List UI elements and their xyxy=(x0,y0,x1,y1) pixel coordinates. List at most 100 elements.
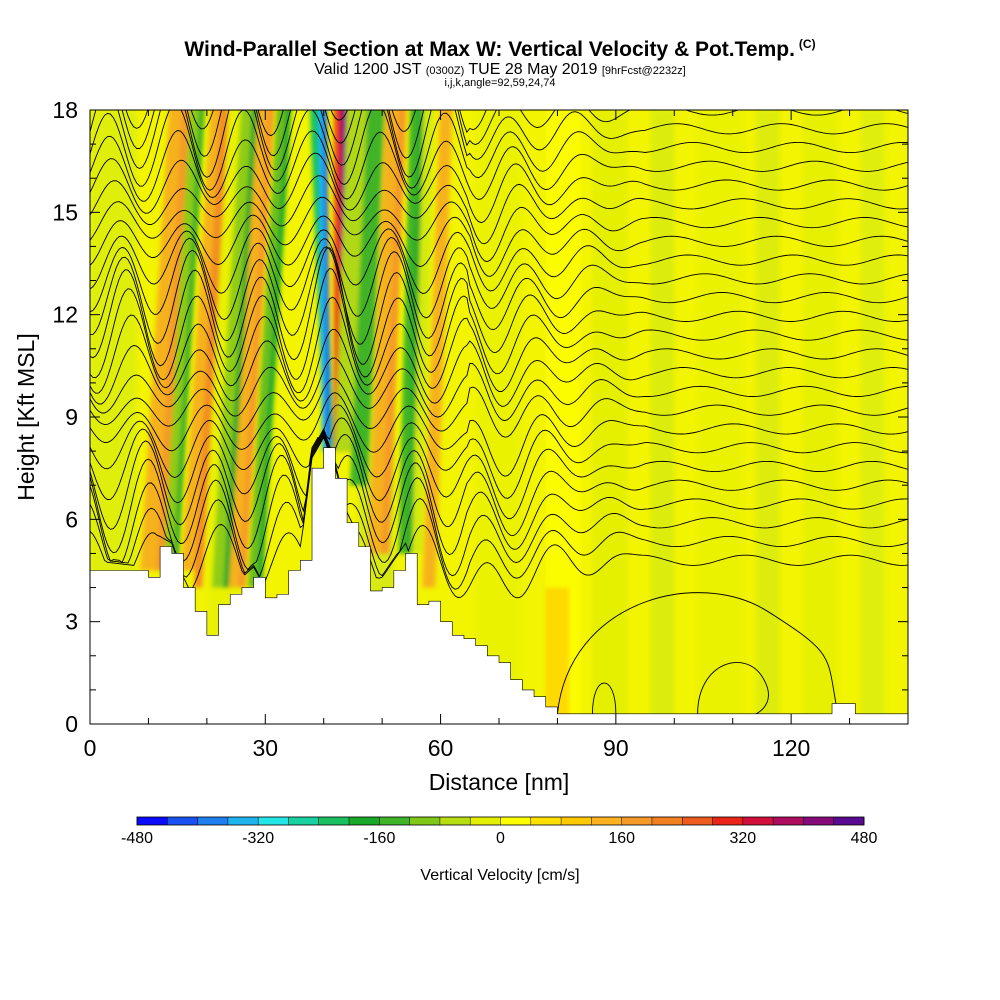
theta-contour-line xyxy=(90,431,908,556)
colorbar-swatch xyxy=(349,817,380,825)
theta-contour-line xyxy=(90,392,908,477)
colorbar-swatch xyxy=(227,817,259,825)
chart-title: Wind-Parallel Section at Max W: Vertical… xyxy=(0,37,1000,62)
theta-contour-line xyxy=(90,328,908,407)
colorbar-swatch xyxy=(379,817,410,825)
valid-prefix: Valid 1200 JST xyxy=(314,61,422,78)
theta-contour-line xyxy=(90,130,908,202)
x-tick-label: 0 xyxy=(84,735,97,761)
velocity-streak xyxy=(172,110,205,571)
chart-indices: i,j,k,angle=92,59,24,74 xyxy=(444,77,556,89)
field-band xyxy=(545,587,570,724)
colorbar-label: Vertical Velocity [cm/s] xyxy=(420,867,579,884)
x-tick-label: 30 xyxy=(252,735,278,761)
colorbar: -480 -320 -160 0 160 320 480 Vertical Velocity … xyxy=(121,816,878,884)
y-tick-label: 3 xyxy=(65,609,78,635)
y-tick-label: 9 xyxy=(65,404,78,430)
field-band xyxy=(802,110,838,724)
x-axis-label: Distance [nm] xyxy=(429,769,570,795)
field-band xyxy=(756,110,780,724)
velocity-field xyxy=(90,110,908,724)
velocity-streak xyxy=(380,110,407,554)
x-tick-label: 60 xyxy=(428,735,454,761)
theta-contour-low xyxy=(697,662,769,715)
theta-contour-line xyxy=(90,434,908,590)
title-main: Wind-Parallel Section at Max W: Vertical… xyxy=(184,38,795,61)
theta-contour-low xyxy=(556,592,839,714)
velocity-streak xyxy=(194,110,229,588)
theta-contour-line xyxy=(90,246,908,345)
theta-contour-low xyxy=(592,682,617,714)
theta-contour-line xyxy=(90,237,908,320)
velocity-streak xyxy=(350,110,385,486)
colorbar-swatch xyxy=(137,817,168,825)
y-tick-label: 12 xyxy=(52,302,78,328)
field-band xyxy=(650,110,675,724)
theta-contour-line xyxy=(90,267,908,381)
colorbar-swatch xyxy=(500,817,532,825)
y-tick-label: 18 xyxy=(52,97,78,123)
colorbar-swatch xyxy=(258,817,289,825)
colorbar-swatch xyxy=(651,817,683,825)
colorbar-swatch xyxy=(288,817,320,825)
theta-contour-line xyxy=(90,214,908,277)
velocity-streak xyxy=(368,110,402,554)
colorbar-swatch xyxy=(682,817,713,825)
theta-contour-line xyxy=(90,196,908,263)
theta-contours xyxy=(90,110,908,715)
colorbar-swatch xyxy=(742,817,774,825)
terrain-mask xyxy=(90,447,908,724)
theta-contour-line xyxy=(90,429,908,537)
terrain-shape xyxy=(90,447,908,724)
colorbar-swatch xyxy=(773,817,804,825)
theta-contour-line xyxy=(90,433,908,577)
colorbar-swatch xyxy=(197,817,229,825)
colorbar-swatch xyxy=(409,817,441,825)
colorbar-tick-label: 480 xyxy=(851,830,878,847)
field-band xyxy=(697,110,745,724)
theta-contour-line xyxy=(90,227,908,294)
theta-contour-line xyxy=(90,357,908,422)
chart-subtitle: Valid 1200 JST (0300Z) TUE 28 May 2019 [… xyxy=(0,61,1000,79)
title-copyright: (C) xyxy=(798,37,816,51)
colorbar-swatch xyxy=(833,817,865,825)
y-tick-label: 6 xyxy=(65,506,78,532)
theta-contour-line xyxy=(90,152,908,224)
x-tick-label: 120 xyxy=(772,735,810,761)
colorbar-tick-label: 320 xyxy=(729,830,756,847)
velocity-streak xyxy=(256,110,292,588)
colorbar-swatch xyxy=(470,817,501,825)
theta-contour-line xyxy=(90,296,908,394)
theta-contour-line xyxy=(90,247,908,367)
valid-date: TUE 28 May 2019 xyxy=(468,61,598,78)
colorbar-swatch xyxy=(439,817,471,825)
velocity-streak xyxy=(212,110,254,588)
colorbar-swatch xyxy=(167,817,198,825)
velocity-streak xyxy=(163,110,201,571)
axes: 0 30 60 90 120 0 3 6 9 12 15 18 Distance [nm] Height … xyxy=(13,97,909,795)
y-tick-label: 0 xyxy=(65,711,78,737)
colorbar-tick-label: -320 xyxy=(242,830,274,847)
colorbar-swatch xyxy=(530,817,562,825)
theta-contour-line xyxy=(90,404,908,499)
velocity-streak xyxy=(323,110,331,452)
y-axis-label: Height [Kft MSL] xyxy=(13,333,39,500)
theta-contour-line xyxy=(90,175,908,245)
forecast-label: [9hrFcst@2232z] xyxy=(601,65,686,77)
velocity-streak xyxy=(411,110,434,554)
field-band xyxy=(592,110,628,724)
colorbar-tick-label: 160 xyxy=(608,830,635,847)
velocity-streak xyxy=(318,110,328,452)
colorbar-tick-label: -480 xyxy=(121,830,153,847)
velocity-streak xyxy=(247,110,289,588)
colorbar-swatch xyxy=(621,817,653,825)
theta-contour-line xyxy=(90,417,908,520)
velocity-streak xyxy=(223,110,258,588)
colorbar-tick-label: -160 xyxy=(363,830,395,847)
colorbar-swatch xyxy=(803,817,835,825)
valid-utc: (0300Z) xyxy=(425,65,465,77)
velocity-streak xyxy=(156,110,191,571)
y-tick-label: 15 xyxy=(52,199,78,225)
x-tick-label: 90 xyxy=(603,735,629,761)
